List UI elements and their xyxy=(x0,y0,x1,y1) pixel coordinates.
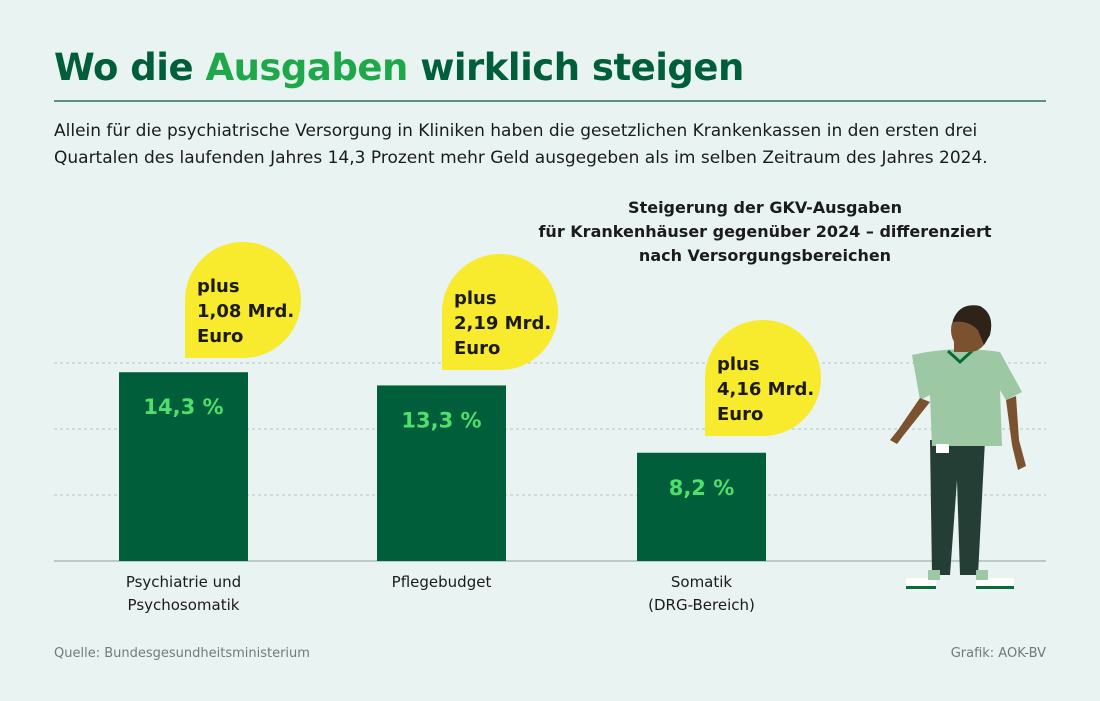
data-label: 14,3 % xyxy=(143,395,223,419)
bar xyxy=(119,372,248,561)
title-part: wirklich steigen xyxy=(407,46,744,89)
data-label: 8,2 % xyxy=(669,476,735,500)
title-highlight: Ausgaben xyxy=(205,46,408,89)
category-line: Psychosomatik xyxy=(127,596,240,614)
category-label: Somatik (DRG-Bereich) xyxy=(602,571,802,617)
title-divider xyxy=(54,100,1046,102)
amount-bubble: plus 2,19 Mrd. Euro xyxy=(442,254,558,370)
bar xyxy=(637,452,766,561)
category-line: Somatik xyxy=(670,573,733,591)
bubble-line: 1,08 Mrd. xyxy=(197,301,295,322)
chart-title: Steigerung der GKV-Ausgaben für Krankenh… xyxy=(520,196,1010,268)
category-line: (DRG-Bereich) xyxy=(648,596,755,614)
bubble-line: plus xyxy=(197,276,240,297)
intro-text: Allein für die psychiatrische Versorgung… xyxy=(54,121,988,168)
bubble-line: 4,16 Mrd. xyxy=(717,379,815,400)
category-line: Psychiatrie und xyxy=(125,573,242,591)
bubble-line: Euro xyxy=(454,338,501,359)
bubble-line: 2,19 Mrd. xyxy=(454,313,552,334)
bar xyxy=(377,385,506,561)
category-line: Pflegebudget xyxy=(391,573,492,591)
amount-bubble: plus 4,16 Mrd. Euro xyxy=(705,320,821,436)
bubble-line: Euro xyxy=(197,326,244,347)
nurse-illustration xyxy=(890,305,1026,589)
credit-note: Grafik: AOK-BV xyxy=(950,646,1046,661)
amount-bubble: plus 1,08 Mrd. Euro xyxy=(185,242,301,358)
chart-title-line: Steigerung der GKV-Ausgaben xyxy=(628,198,902,217)
page-title: Wo die Ausgaben wirklich steigen xyxy=(54,46,744,89)
data-label: 13,3 % xyxy=(401,408,481,432)
category-label: Psychiatrie und Psychosomatik xyxy=(84,571,284,617)
chart-title-line: nach Versorgungsbereichen xyxy=(638,246,892,265)
bubble-line: plus xyxy=(717,354,760,375)
category-label: Pflegebudget xyxy=(342,571,542,594)
bubble-line: Euro xyxy=(717,404,764,425)
source-note: Quelle: Bundesgesundheitsministerium xyxy=(54,646,310,661)
title-part: Wo die xyxy=(54,46,206,89)
bubble-line: plus xyxy=(454,288,497,309)
chart-title-line: für Krankenhäuser gegenüber 2024 – diffe… xyxy=(538,222,992,241)
